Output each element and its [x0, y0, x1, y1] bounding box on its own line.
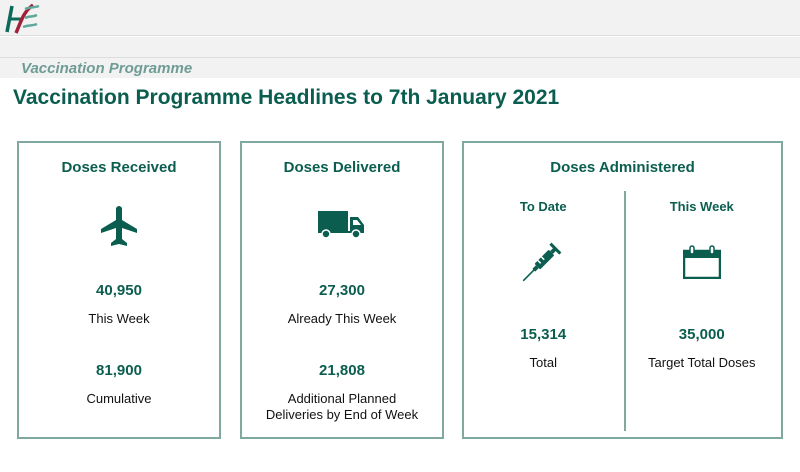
- stat-value: 15,314: [520, 326, 567, 343]
- section-title: Vaccination Programme: [21, 60, 193, 77]
- card-doses-received: Doses Received 40,950 This Week 81,900 C…: [17, 141, 221, 439]
- page-title: Vaccination Programme Headlines to 7th J…: [13, 86, 560, 109]
- stat-value: 21,808: [319, 362, 365, 379]
- column-divider: [624, 191, 626, 431]
- calendar-icon: [682, 245, 721, 279]
- stat-label: This Week: [88, 311, 150, 326]
- card-title: Doses Received: [61, 159, 177, 176]
- stat-label: Target Total Doses: [648, 355, 756, 370]
- stat-value: 40,950: [96, 282, 142, 299]
- column-this-week: This Week 35,000 Target Total Doses: [623, 143, 782, 437]
- hse-logo: [5, 3, 40, 34]
- stat-value: 27,300: [319, 282, 365, 299]
- stat-value: 81,900: [96, 362, 142, 379]
- stat-value: 35,000: [678, 326, 725, 343]
- column-to-date: To Date 15,314 Total: [464, 143, 623, 437]
- column-heading: This Week: [669, 199, 734, 214]
- toolbar-band: [0, 37, 800, 58]
- stat-label: Additional Planned Deliveries by End of …: [265, 391, 419, 422]
- stat-label: Already This Week: [287, 311, 397, 326]
- stat-label: Cumulative: [86, 391, 152, 406]
- stat-label: Total: [529, 355, 557, 370]
- truck-icon: [318, 211, 364, 239]
- column-heading: To Date: [519, 199, 567, 214]
- top-bar: [0, 0, 800, 36]
- airplane-icon: [101, 206, 137, 246]
- syringe-icon: [522, 242, 562, 282]
- card-title: Doses Administered: [550, 159, 695, 176]
- card-doses-administered: Doses Administered To Date 15,314 Total …: [462, 141, 783, 439]
- section-bar: Vaccination Programme: [0, 58, 800, 78]
- card-doses-delivered: Doses Delivered 27,300 Already This Week…: [240, 141, 444, 439]
- card-title: Doses Delivered: [283, 159, 401, 176]
